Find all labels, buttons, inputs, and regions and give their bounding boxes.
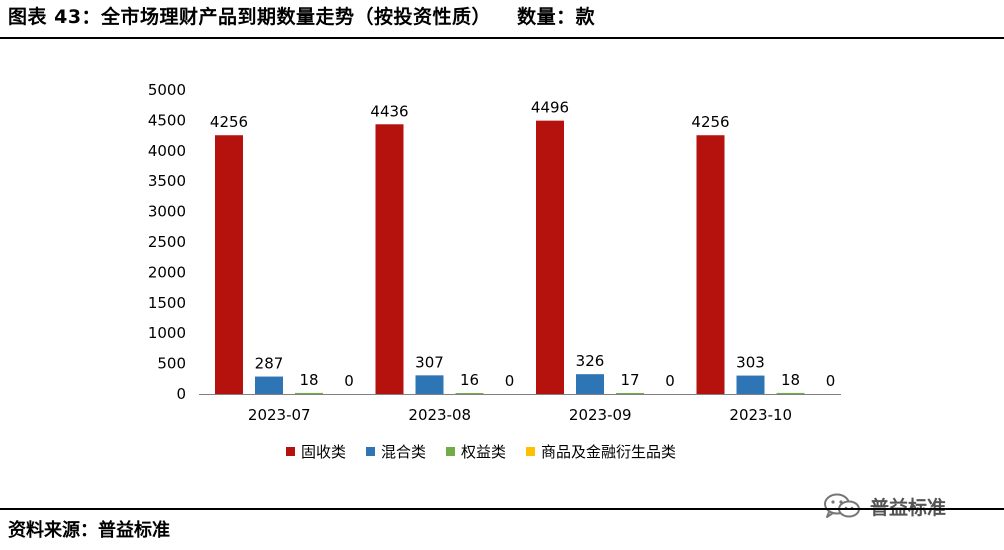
data-label: 326 xyxy=(576,352,605,370)
bar-0 xyxy=(696,135,725,394)
data-label: 0 xyxy=(344,372,354,390)
legend-swatch xyxy=(286,446,295,456)
data-label: 18 xyxy=(299,371,318,389)
x-tick-label: 2023-09 xyxy=(569,406,632,424)
y-tick-label: 3000 xyxy=(148,203,186,221)
y-tick-label: 5000 xyxy=(148,81,186,99)
data-label: 0 xyxy=(505,372,515,390)
data-label: 0 xyxy=(665,372,675,390)
chart-title: 图表 43：全市场理财产品到期数量走势（按投资性质） xyxy=(8,6,492,28)
bar-0 xyxy=(375,124,404,394)
y-tick-label: 0 xyxy=(176,385,186,403)
bar-1 xyxy=(255,376,283,394)
chart-area: 0 500 1000 1500 2000 2500 3000 3500 4000 4500 5000… xyxy=(0,40,1004,460)
y-tick-label: 2000 xyxy=(148,263,186,281)
legend-swatch xyxy=(446,446,456,456)
legend-item: 权益类 xyxy=(446,441,506,462)
legend-swatch xyxy=(366,446,376,456)
bar-1 xyxy=(736,375,765,394)
bar-0 xyxy=(536,120,564,395)
bar-2 xyxy=(295,392,323,394)
data-label: 4496 xyxy=(531,99,569,117)
bottom-rule xyxy=(0,508,1004,510)
bar-2 xyxy=(455,393,484,394)
bar-1 xyxy=(415,375,444,394)
y-tick-label: 1000 xyxy=(148,324,186,342)
legend-label: 权益类 xyxy=(461,442,507,461)
chart-legend: 固收类 混合类 权益类 商品及金融衍生品类 xyxy=(286,439,676,463)
x-tick-label: 2023-10 xyxy=(729,406,792,424)
data-label: 303 xyxy=(736,354,765,372)
bar-1 xyxy=(576,374,604,394)
data-label: 18 xyxy=(781,371,800,389)
y-tick-label: 4000 xyxy=(148,142,186,160)
watermark-text: 普益标准 xyxy=(870,496,947,519)
legend-label: 固收类 xyxy=(301,442,347,461)
data-label: 307 xyxy=(415,353,444,371)
watermark: 普益标准 xyxy=(822,490,946,522)
x-tick-label: 2023-08 xyxy=(408,406,471,424)
unit-label: 数量：款 xyxy=(517,6,596,28)
data-label: 287 xyxy=(255,355,284,373)
data-label: 0 xyxy=(826,372,836,390)
y-tick-label: 3500 xyxy=(148,172,186,190)
legend-label: 商品及金融衍生品类 xyxy=(541,442,677,461)
data-label: 17 xyxy=(620,371,639,389)
legend-label: 混合类 xyxy=(381,442,427,461)
y-tick-label: 4500 xyxy=(148,111,186,129)
legend-item: 固收类 xyxy=(286,441,346,462)
bar-2 xyxy=(776,392,805,394)
legend-item: 混合类 xyxy=(366,441,426,462)
source-note: 资料来源：普益标准 xyxy=(8,520,170,541)
legend-swatch xyxy=(526,446,536,456)
data-label: 16 xyxy=(460,371,479,389)
y-tick-label: 500 xyxy=(157,355,186,373)
top-rule xyxy=(0,37,1004,39)
y-tick-label: 2500 xyxy=(148,233,186,251)
x-tick-label: 2023-07 xyxy=(248,406,311,424)
y-tick-label: 1500 xyxy=(148,294,186,312)
figure-title: 图表 43：全市场理财产品到期数量走势（按投资性质） 数量：款 xyxy=(8,2,595,32)
data-label: 4256 xyxy=(691,113,729,131)
data-label: 4436 xyxy=(370,102,408,120)
bar-2 xyxy=(616,392,644,394)
wechat-icon xyxy=(824,493,860,518)
bar-0 xyxy=(215,135,243,394)
data-label: 4256 xyxy=(210,113,248,131)
legend-item: 商品及金融衍生品类 xyxy=(526,441,676,462)
bar-chart: 0 500 1000 1500 2000 2500 3000 3500 4000 4500 5000… xyxy=(148,81,841,424)
